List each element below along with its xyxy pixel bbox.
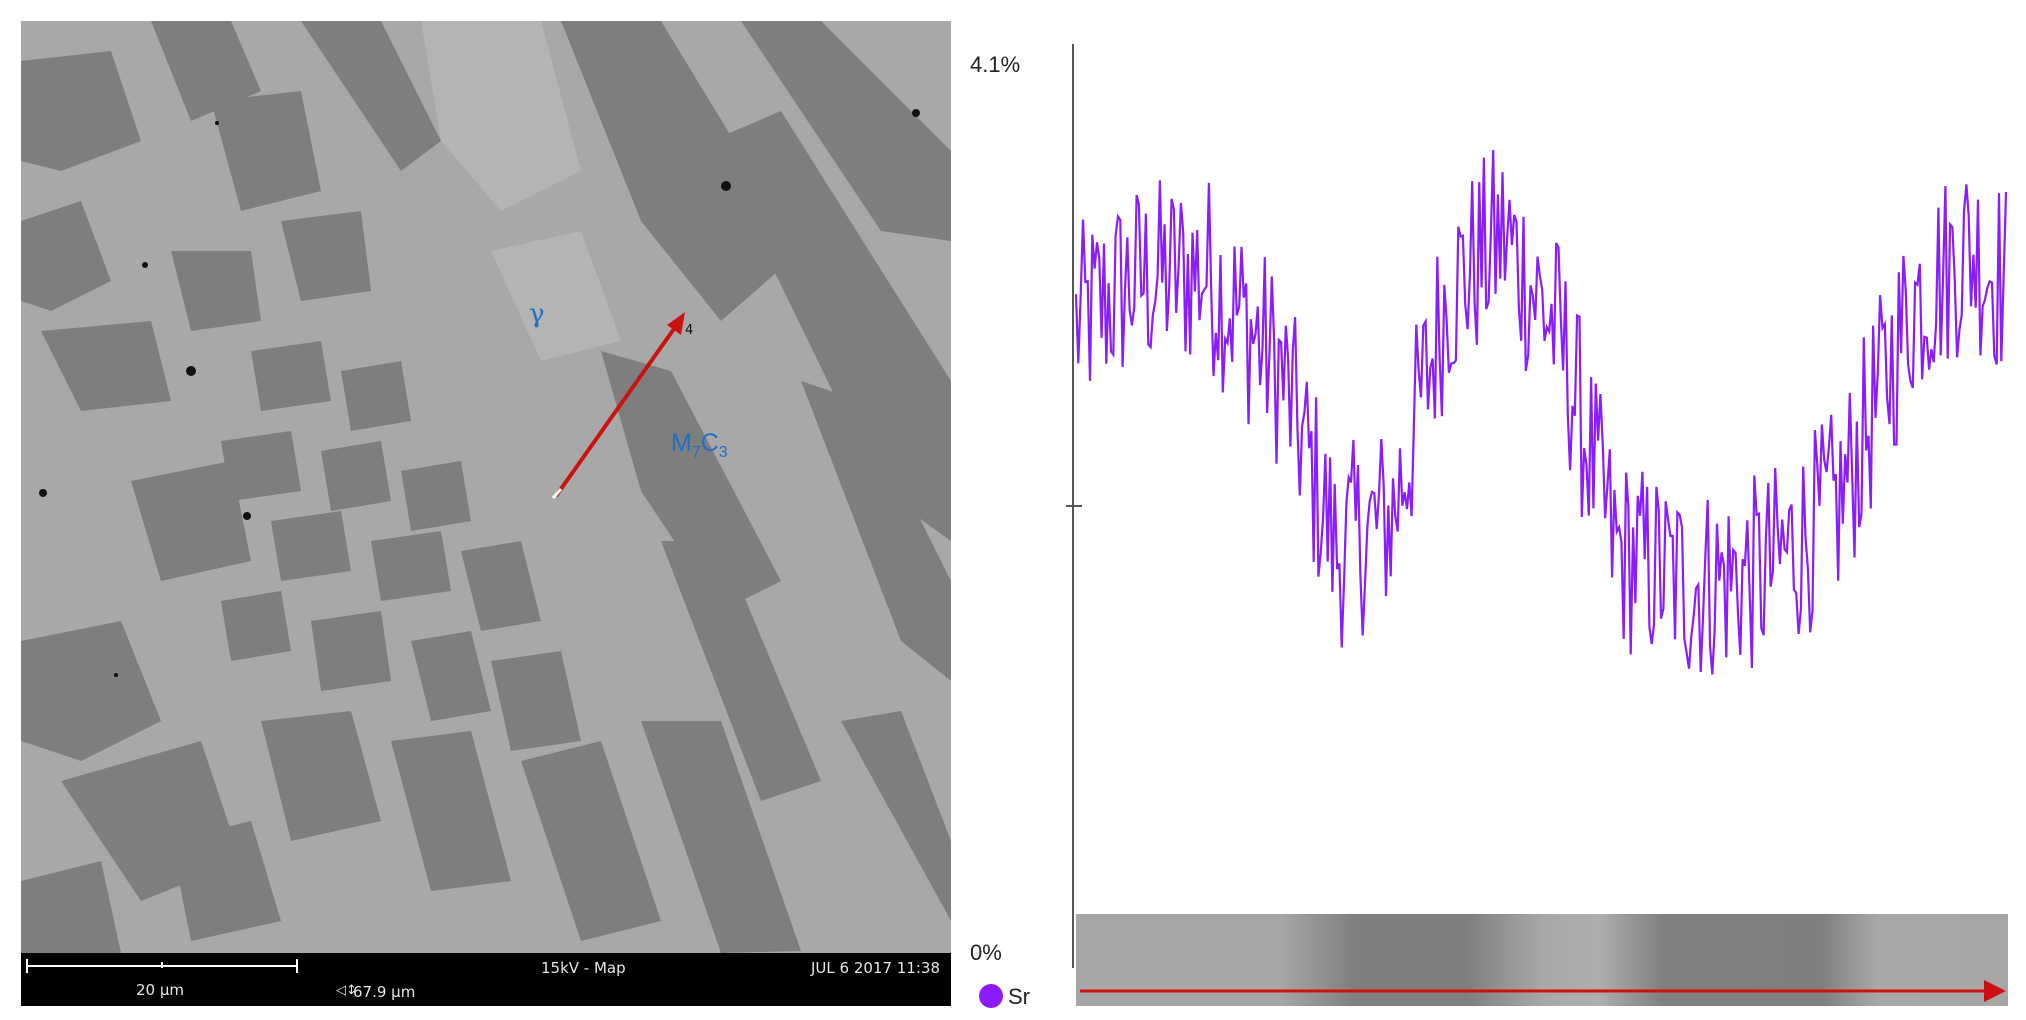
carbide-label-sub7: 7 [691, 444, 701, 461]
scale-bar-tick-left [26, 959, 28, 973]
field-width-icon: ◁↕ [336, 983, 357, 998]
scale-bar-tick-right [296, 959, 298, 973]
scan-strip-arrow [1080, 980, 2006, 1002]
sem-micrograph-panel: γ M7C3 4 20 µm ◁↕ 67.9 µm 15kV - Map JUL… [21, 21, 951, 1006]
line-scan-arrow [551, 312, 685, 499]
carbide-phase-regions [21, 21, 951, 953]
gamma-phase-label: γ [529, 299, 545, 329]
acquisition-mode: 15kV - Map [541, 959, 626, 977]
carbide-phase-label: M7C3 [671, 429, 728, 462]
sr-series-line [1074, 150, 2008, 675]
carbide-label-sub3: 3 [718, 444, 728, 461]
matrix-highlight-regions [421, 21, 621, 361]
scale-bar-label: 20 µm [136, 981, 185, 999]
field-width-value: 67.9 µm [353, 983, 416, 1001]
acquisition-timestamp: JUL 6 2017 11:38 [811, 959, 941, 977]
carbide-label-m: M [671, 429, 692, 457]
y-axis-min-label: 0% [970, 940, 1002, 965]
scan-point-label: 4 [685, 323, 694, 338]
line-scan-chart: 4.1% 0% Sr [970, 44, 2008, 1009]
pores [39, 109, 920, 677]
y-axis-max-label: 4.1% [970, 52, 1020, 77]
scale-bar-tick-middle [161, 962, 163, 968]
sem-info-bar: 20 µm ◁↕ 67.9 µm 15kV - Map JUL 6 2017 1… [21, 953, 951, 1006]
legend-sr-label: Sr [1008, 984, 1030, 1009]
carbide-label-c: C [700, 429, 719, 457]
legend-sr-swatch [979, 984, 1003, 1008]
sem-micrograph-image [21, 21, 951, 953]
